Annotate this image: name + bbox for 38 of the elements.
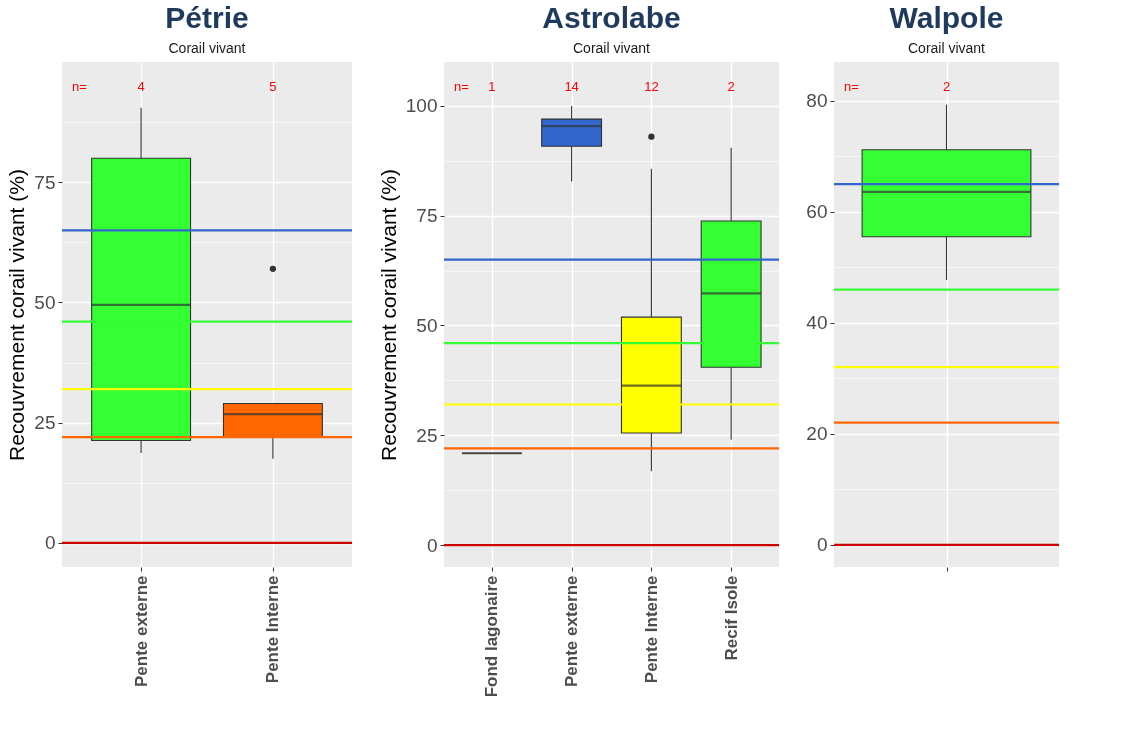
chart-title: Pétrie: [165, 1, 249, 34]
annotation: n=: [844, 79, 859, 94]
x-tick-label: Pente Interne: [263, 575, 283, 684]
annotation: n=: [454, 79, 469, 94]
y-tick-label: 0: [44, 532, 56, 554]
x-tick-label: Fond lagonaire: [482, 575, 502, 698]
y-tick-label: 40: [806, 312, 828, 334]
annotation: 5: [269, 79, 277, 94]
y-tick-label: 50: [416, 314, 438, 336]
y-tick-label: 60: [806, 201, 828, 223]
annotation: 4: [137, 79, 145, 94]
annotation: 1: [488, 79, 496, 94]
y-tick-label: 0: [426, 534, 438, 556]
annotation: 14: [564, 79, 579, 94]
chart-subtitle: Corail vivant: [168, 40, 246, 56]
y-tick-label: 20: [806, 423, 828, 445]
y-tick-label: 75: [34, 171, 56, 193]
x-tick-label: Pente externe: [562, 575, 582, 687]
y-tick-label: 50: [34, 291, 56, 313]
y-tick-label: 25: [34, 412, 56, 434]
y-tick-label: 80: [806, 90, 828, 112]
x-tick-label: Pente Interne: [641, 575, 661, 684]
y-tick-label: 75: [416, 205, 438, 227]
chart-subtitle: Corail vivant: [572, 40, 651, 56]
x-tick-label: Recif Isole: [721, 575, 741, 661]
y-tick-label: 25: [416, 424, 438, 446]
annotation: 12: [644, 79, 659, 94]
x-tick-label: Pente externe: [131, 575, 151, 687]
y-tick-label: 100: [405, 95, 438, 117]
chart-title: Astrolabe: [542, 1, 681, 34]
annotation: 2: [942, 79, 951, 94]
annotation: n=: [72, 79, 87, 94]
chart-subtitle: Corail vivant: [907, 40, 986, 56]
y-tick-label: 0: [816, 534, 828, 556]
annotation: 2: [727, 79, 735, 94]
y-axis-title: Recouvrement corail vivant (%): [376, 169, 400, 461]
chart-title: Walpole: [889, 1, 1004, 34]
y-axis-title: Recouvrement corail vivant (%): [5, 169, 29, 461]
